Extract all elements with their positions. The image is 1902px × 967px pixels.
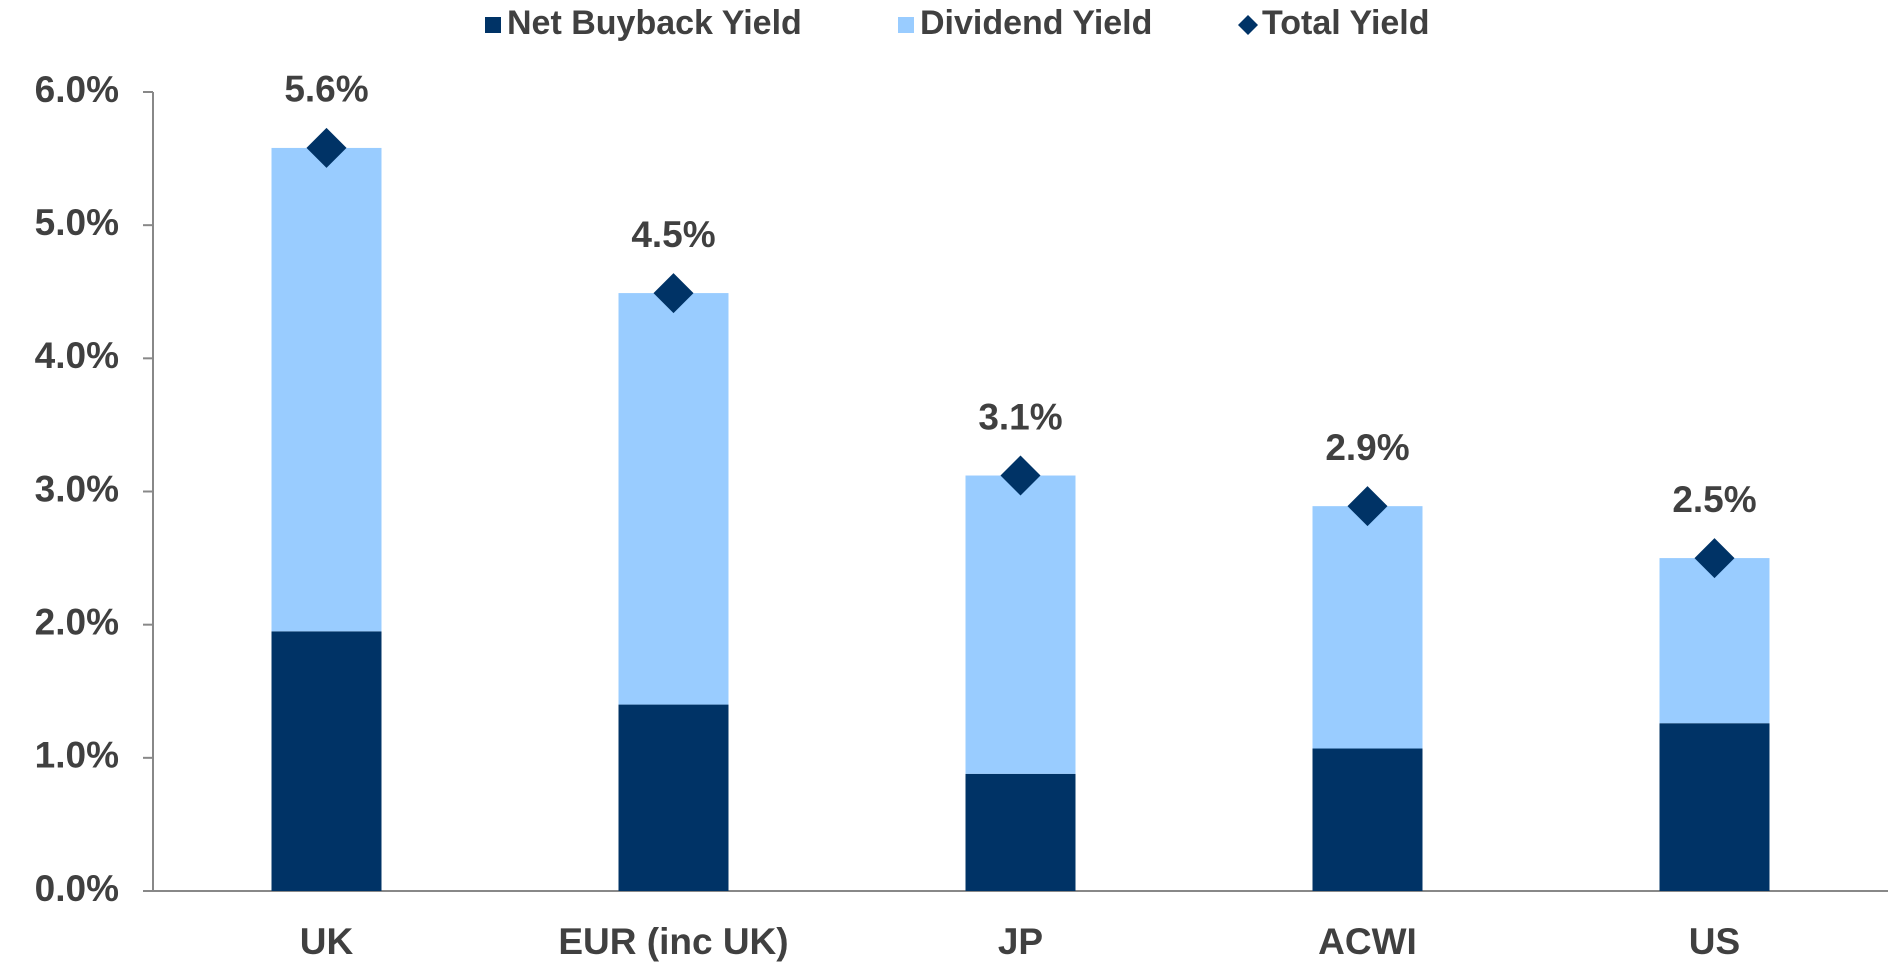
bar [271, 147, 382, 632]
y-tick-label: 6.0% [35, 69, 119, 110]
y-tick-label: 4.0% [35, 335, 119, 376]
bar [618, 293, 729, 705]
x-tick-label: US [1689, 921, 1740, 962]
total-marker [1000, 455, 1041, 496]
bar [965, 773, 1076, 891]
bar [1312, 748, 1423, 891]
x-tick-label: UK [300, 921, 354, 962]
y-tick-label: 2.0% [35, 601, 119, 642]
total-marker [1694, 538, 1735, 579]
x-tick-label: EUR (inc UK) [558, 921, 788, 962]
y-tick-label: 1.0% [35, 735, 119, 776]
legend-marker [1238, 15, 1258, 35]
legend-label: Total Yield [1262, 4, 1430, 42]
total-marker [1347, 486, 1388, 527]
legend-marker [485, 17, 501, 33]
total-marker [306, 127, 347, 168]
bar [618, 704, 729, 891]
y-tick-label: 5.0% [35, 202, 119, 243]
bar [1659, 558, 1770, 724]
x-tick-label: ACWI [1318, 921, 1417, 962]
bar [1659, 723, 1770, 891]
data-label: 4.5% [631, 214, 715, 255]
data-label: 3.1% [978, 396, 1062, 437]
bar [1312, 506, 1423, 749]
x-tick-label: JP [998, 921, 1043, 962]
legend-label: Dividend Yield [920, 4, 1152, 42]
y-tick-label: 3.0% [35, 468, 119, 509]
total-marker [653, 273, 694, 314]
bar [271, 631, 382, 891]
legend-label: Net Buyback Yield [507, 4, 802, 42]
y-tick-label: 0.0% [35, 868, 119, 909]
bar [965, 475, 1076, 774]
legend-marker [898, 17, 914, 33]
data-label: 5.6% [284, 69, 368, 110]
data-label: 2.9% [1325, 427, 1409, 468]
data-label: 2.5% [1672, 479, 1756, 520]
